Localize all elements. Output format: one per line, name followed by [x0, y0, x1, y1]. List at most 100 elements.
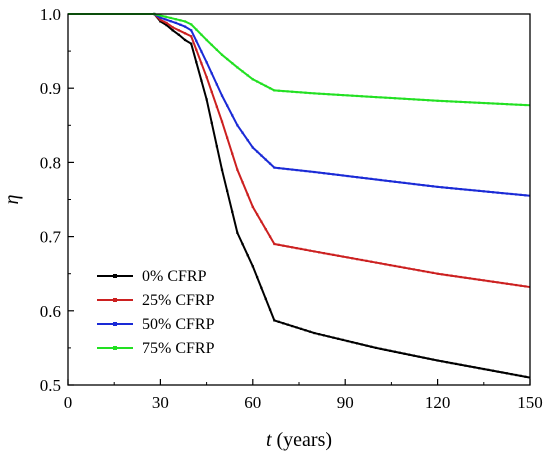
y-tick-label: 1.0: [40, 5, 61, 24]
series-point: [403, 181, 406, 184]
series-point: [332, 253, 335, 256]
series-point: [436, 185, 439, 188]
series-point: [412, 268, 416, 271]
series-point: [246, 254, 249, 257]
series-point: [487, 190, 490, 193]
series-point: [183, 38, 187, 42]
series-point: [398, 97, 401, 100]
series-point: [351, 341, 354, 344]
series-point: [473, 189, 476, 192]
x-tick-label: 150: [517, 393, 543, 412]
series-point: [282, 244, 285, 247]
legend-marker: [113, 322, 117, 326]
series-point: [195, 48, 198, 51]
series-point: [231, 210, 234, 213]
series-point: [226, 104, 229, 107]
series-point: [291, 246, 294, 249]
series-point: [231, 152, 234, 155]
series-point: [491, 369, 495, 372]
series-point: [299, 327, 303, 330]
series-point: [441, 360, 444, 363]
series-point: [436, 272, 439, 275]
series-point: [491, 191, 495, 194]
legend-label: 25% CFRP: [142, 292, 215, 309]
series-point: [524, 194, 527, 197]
series-point: [190, 23, 193, 26]
series-point: [427, 357, 430, 360]
series-point: [379, 347, 382, 350]
series-point: [393, 350, 397, 353]
series-1: [68, 12, 531, 289]
series-point: [384, 348, 387, 351]
series-point: [454, 100, 458, 103]
series-point: [412, 354, 416, 357]
series-point: [496, 191, 499, 194]
series-point: [164, 15, 167, 18]
x-axis-title: t (years): [266, 429, 332, 451]
series-point: [179, 19, 182, 22]
x-tick-label: 30: [152, 393, 169, 412]
series-point: [487, 279, 490, 283]
series-point: [268, 87, 272, 90]
y-axis-title: η: [1, 194, 23, 204]
series-point: [519, 284, 522, 287]
series-point: [273, 166, 276, 169]
series-point: [215, 48, 218, 51]
series-point: [346, 174, 349, 178]
series-point: [515, 373, 518, 377]
series-point: [491, 280, 495, 283]
series-point: [431, 271, 434, 274]
series-point: [519, 103, 522, 106]
series-point: [445, 100, 448, 103]
series-point: [318, 251, 321, 254]
series-point: [210, 72, 213, 75]
series-point: [169, 20, 172, 23]
series-point: [459, 100, 462, 104]
series-point: [355, 176, 359, 179]
series-point: [374, 96, 378, 99]
series-point: [295, 247, 298, 250]
legend-marker: [113, 298, 117, 302]
series-point: [260, 154, 263, 157]
series-point: [226, 57, 229, 61]
series-point: [277, 243, 280, 246]
series-point: [241, 181, 244, 184]
series-point: [313, 250, 316, 253]
series-point: [478, 278, 481, 281]
series-point: [351, 257, 354, 260]
series-point: [473, 366, 476, 369]
series-point: [355, 258, 359, 261]
series-point: [487, 102, 490, 105]
series-point: [365, 177, 368, 180]
series-point: [360, 176, 363, 179]
series-point: [360, 258, 363, 262]
series-point: [510, 103, 513, 106]
series-point: [384, 263, 387, 266]
series-point: [246, 139, 249, 142]
series-point: [459, 188, 462, 191]
legend-item: 25% CFRP: [97, 292, 215, 309]
series-point: [422, 184, 425, 187]
series-point: [374, 261, 378, 264]
x-tick-label: 90: [337, 393, 354, 412]
series-point: [515, 103, 518, 106]
series-point: [264, 228, 267, 231]
series-point: [408, 267, 411, 270]
series-point: [408, 98, 411, 101]
x-tick-label: 0: [64, 393, 73, 412]
series-point: [210, 121, 213, 124]
series-point: [482, 101, 485, 105]
series-point: [365, 95, 368, 98]
series-point: [165, 24, 168, 27]
series-point: [282, 167, 285, 170]
series-point: [398, 265, 401, 268]
series-point: [519, 193, 522, 196]
series-point: [268, 162, 272, 165]
series-point: [169, 16, 172, 20]
series-point: [200, 50, 203, 53]
series-line: [68, 13, 531, 379]
series-point: [165, 21, 168, 25]
series-point: [304, 169, 307, 173]
series-point: [246, 193, 249, 196]
series-point: [220, 168, 224, 171]
